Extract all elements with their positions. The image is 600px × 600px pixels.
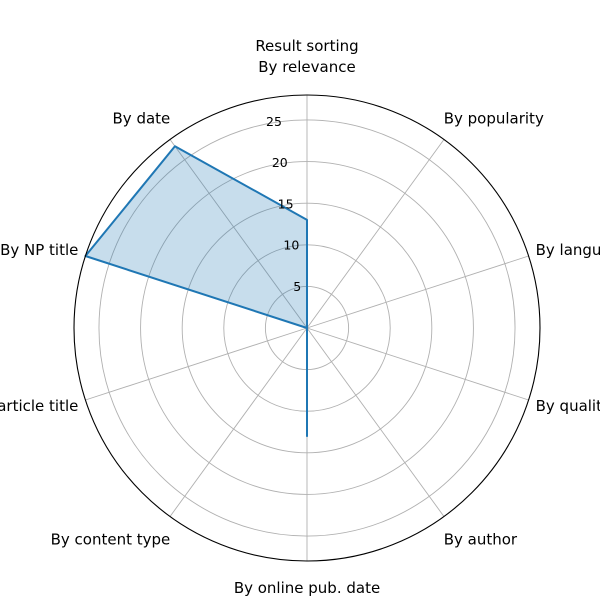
grid-ring [181, 202, 433, 454]
category-label: By relevance [258, 58, 355, 76]
radial-tick-label: 5 [293, 279, 301, 294]
radial-tick-label: 10 [283, 238, 299, 253]
polar-frame [73, 94, 541, 562]
spoke-line [85, 327, 308, 401]
category-labels: Result sorting By relevance By popularity B… [0, 37, 600, 597]
category-label: By popularity [444, 109, 544, 127]
category-label: By content type [51, 531, 171, 549]
grid-ring [98, 119, 516, 537]
spoke-line [306, 255, 529, 329]
spoke-line [306, 327, 445, 517]
spoke-line [306, 327, 529, 401]
spoke-line [169, 139, 308, 329]
radial-tick-label: 25 [266, 114, 282, 129]
spoke-line [169, 327, 308, 517]
category-label: By NP title [0, 241, 78, 259]
category-label: By article title [0, 397, 78, 415]
category-label: By quality of text [536, 397, 600, 415]
category-label: By date [113, 109, 171, 127]
radial-tick-label: 15 [278, 196, 294, 211]
spoke-line [306, 139, 445, 329]
category-label: By author [444, 531, 518, 549]
chart-title: Result sorting By relevance [255, 37, 358, 76]
radial-tick-label: 20 [272, 155, 288, 170]
title-line-1: Result sorting [255, 37, 358, 55]
radial-tick-labels: 5 10 15 20 25 [266, 114, 301, 294]
category-label: By online pub. date [234, 579, 380, 597]
category-label: By language [536, 241, 600, 259]
data-layer [84, 145, 308, 438]
grid-ring [140, 161, 474, 495]
